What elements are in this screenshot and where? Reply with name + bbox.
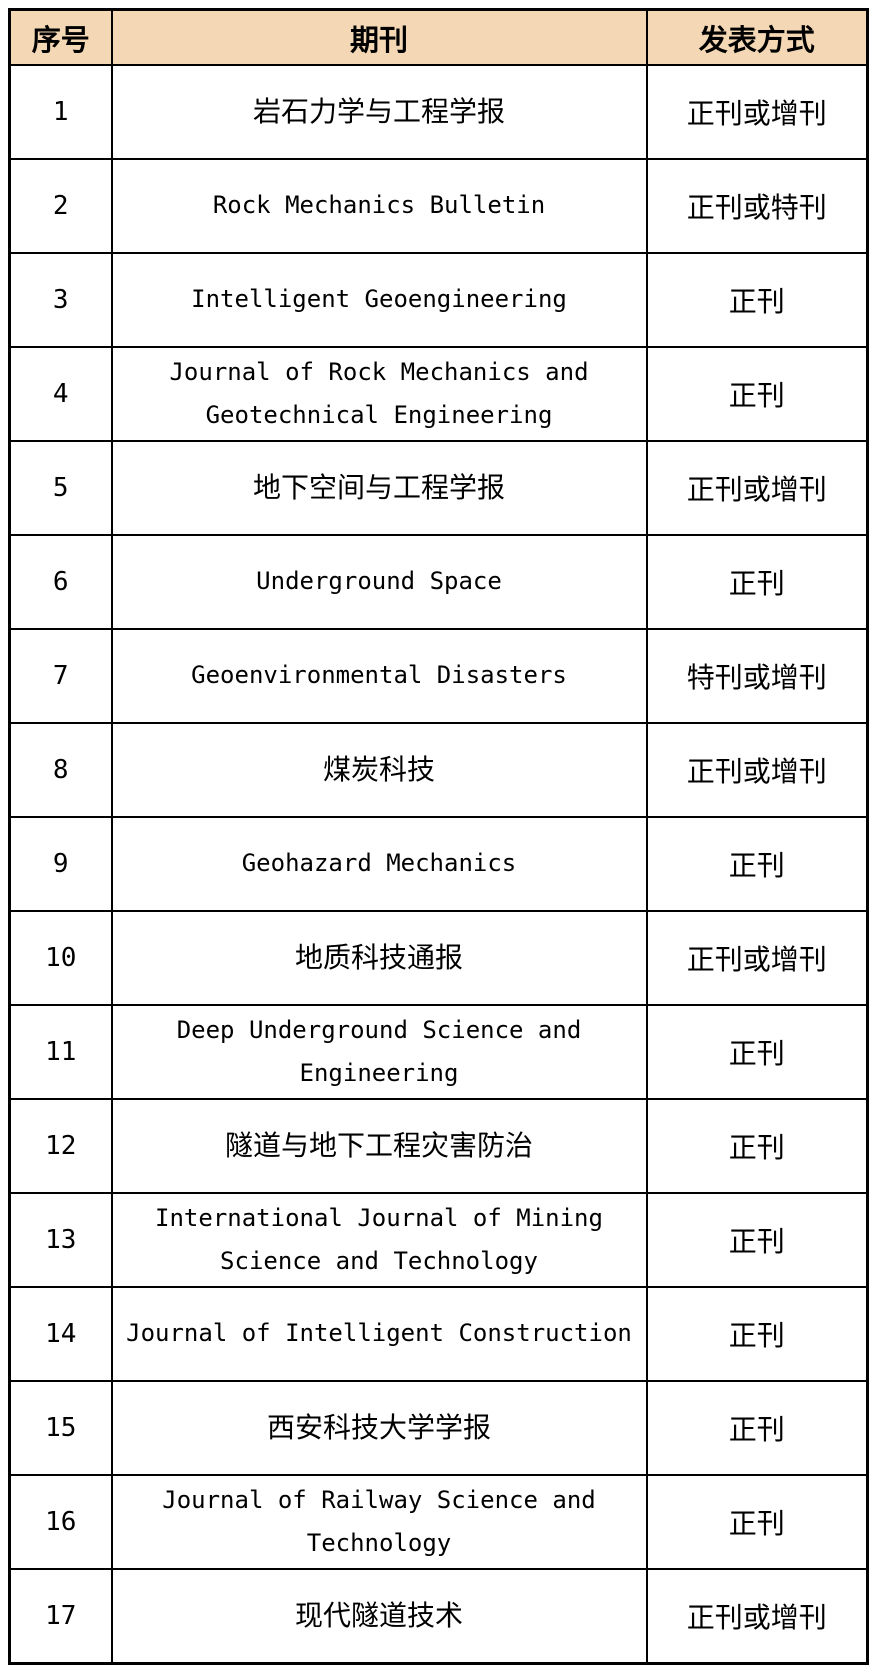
- table-row: 4 Journal of Rock Mechanics and Geotechni…: [8, 346, 869, 442]
- row-number-cell: 9: [8, 816, 113, 912]
- row-number-cell: 8: [8, 722, 113, 818]
- journal-name-cell: Underground Space: [110, 534, 648, 630]
- table-row: 14 Journal of Intelligent Construction 正刊: [8, 1286, 869, 1382]
- row-number-cell: 10: [8, 910, 113, 1006]
- publication-method-cell: 正刊: [645, 1474, 869, 1570]
- row-number-cell: 11: [8, 1004, 113, 1100]
- publication-method-cell: 正刊或增刊: [645, 1568, 869, 1665]
- journal-name-cell: 地下空间与工程学报: [110, 440, 648, 536]
- journal-name-cell: Journal of Railway Science and Technolog…: [110, 1474, 648, 1570]
- table-row: 1 岩石力学与工程学报 正刊或增刊: [8, 64, 869, 160]
- journal-name-cell: 西安科技大学学报: [110, 1380, 648, 1476]
- column-header-number: 序号: [8, 8, 113, 66]
- column-header-publication-method: 发表方式: [645, 8, 869, 66]
- publication-method-cell: 正刊或增刊: [645, 440, 869, 536]
- column-header-journal: 期刊: [110, 8, 648, 66]
- publication-method-cell: 正刊: [645, 534, 869, 630]
- table-row: 2 Rock Mechanics Bulletin 正刊或特刊: [8, 158, 869, 254]
- table-row: 8 煤炭科技 正刊或增刊: [8, 722, 869, 818]
- journal-table: 序号 期刊 发表方式 1 岩石力学与工程学报 正刊或增刊 2 Rock Mechanic…: [8, 8, 869, 1665]
- publication-method-cell: 特刊或增刊: [645, 628, 869, 724]
- publication-method-cell: 正刊: [645, 816, 869, 912]
- row-number-cell: 14: [8, 1286, 113, 1382]
- row-number-cell: 7: [8, 628, 113, 724]
- table-row: 5 地下空间与工程学报 正刊或增刊: [8, 440, 869, 536]
- journal-name-cell: Geoenvironmental Disasters: [110, 628, 648, 724]
- publication-method-cell: 正刊或增刊: [645, 64, 869, 160]
- publication-method-cell: 正刊或增刊: [645, 910, 869, 1006]
- table-row: 12 隧道与地下工程灾害防治 正刊: [8, 1098, 869, 1194]
- table-row: 3 Intelligent Geoengineering 正刊: [8, 252, 869, 348]
- table-row: 10 地质科技通报 正刊或增刊: [8, 910, 869, 1006]
- publication-method-cell: 正刊: [645, 346, 869, 442]
- publication-method-cell: 正刊或特刊: [645, 158, 869, 254]
- journal-name-cell: Journal of Rock Mechanics and Geotechnic…: [110, 346, 648, 442]
- table-row: 9 Geohazard Mechanics 正刊: [8, 816, 869, 912]
- journal-name-cell: 地质科技通报: [110, 910, 648, 1006]
- row-number-cell: 12: [8, 1098, 113, 1194]
- row-number-cell: 5: [8, 440, 113, 536]
- journal-name-cell: International Journal of Mining Science …: [110, 1192, 648, 1288]
- publication-method-cell: 正刊: [645, 1286, 869, 1382]
- table-row: 6 Underground Space 正刊: [8, 534, 869, 630]
- journal-name-cell: 现代隧道技术: [110, 1568, 648, 1665]
- row-number-cell: 3: [8, 252, 113, 348]
- row-number-cell: 1: [8, 64, 113, 160]
- header-row: 序号 期刊 发表方式: [8, 8, 869, 66]
- table-body: 1 岩石力学与工程学报 正刊或增刊 2 Rock Mechanics Bulletin 正…: [8, 64, 869, 1665]
- row-number-cell: 15: [8, 1380, 113, 1476]
- journal-name-cell: Journal of Intelligent Construction: [110, 1286, 648, 1382]
- publication-method-cell: 正刊: [645, 1098, 869, 1194]
- journal-name-cell: 岩石力学与工程学报: [110, 64, 648, 160]
- row-number-cell: 17: [8, 1568, 113, 1665]
- publication-method-cell: 正刊或增刊: [645, 722, 869, 818]
- journal-name-cell: 隧道与地下工程灾害防治: [110, 1098, 648, 1194]
- journal-name-cell: Intelligent Geoengineering: [110, 252, 648, 348]
- publication-method-cell: 正刊: [645, 1192, 869, 1288]
- table-row: 11 Deep Underground Science and Engineeri…: [8, 1004, 869, 1100]
- table-row: 17 现代隧道技术 正刊或增刊: [8, 1568, 869, 1665]
- journal-name-cell: 煤炭科技: [110, 722, 648, 818]
- publication-method-cell: 正刊: [645, 252, 869, 348]
- row-number-cell: 16: [8, 1474, 113, 1570]
- journal-name-cell: Deep Underground Science and Engineering: [110, 1004, 648, 1100]
- table-header: 序号 期刊 发表方式: [8, 8, 869, 66]
- row-number-cell: 4: [8, 346, 113, 442]
- row-number-cell: 2: [8, 158, 113, 254]
- publication-method-cell: 正刊: [645, 1004, 869, 1100]
- table-row: 13 International Journal of Mining Scienc…: [8, 1192, 869, 1288]
- table-row: 15 西安科技大学学报 正刊: [8, 1380, 869, 1476]
- table-row: 16 Journal of Railway Science and Technol…: [8, 1474, 869, 1570]
- journal-name-cell: Geohazard Mechanics: [110, 816, 648, 912]
- row-number-cell: 6: [8, 534, 113, 630]
- publication-method-cell: 正刊: [645, 1380, 869, 1476]
- journal-name-cell: Rock Mechanics Bulletin: [110, 158, 648, 254]
- row-number-cell: 13: [8, 1192, 113, 1288]
- table-row: 7 Geoenvironmental Disasters 特刊或增刊: [8, 628, 869, 724]
